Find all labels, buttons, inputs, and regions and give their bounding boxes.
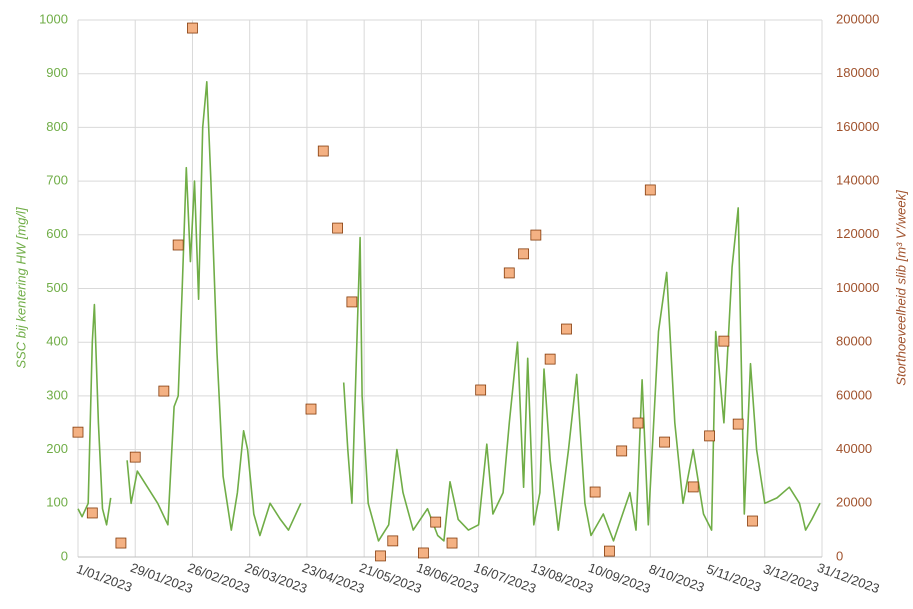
volume-marker bbox=[659, 436, 671, 448]
volume-marker bbox=[530, 229, 542, 241]
y2-tick-label: 40000 bbox=[836, 441, 872, 456]
x-tick-label: 29/01/2023 bbox=[128, 560, 194, 596]
volume-marker bbox=[317, 145, 329, 157]
volume-marker bbox=[718, 335, 730, 347]
volume-marker bbox=[375, 550, 386, 562]
volume-marker bbox=[115, 537, 127, 549]
volume-marker bbox=[616, 445, 628, 457]
y-tick-label: 300 bbox=[46, 387, 68, 402]
y-tick-label: 100 bbox=[46, 495, 68, 510]
y-tick-label: 0 bbox=[61, 548, 68, 563]
volume-marker bbox=[544, 353, 556, 365]
volume-marker bbox=[503, 267, 515, 279]
y-tick-label: 1000 bbox=[39, 11, 68, 26]
y-tick-label: 900 bbox=[46, 65, 68, 80]
x-tick-label: 23/04/2023 bbox=[300, 560, 366, 596]
y-tick-label: 400 bbox=[46, 334, 68, 349]
volume-marker bbox=[732, 418, 744, 430]
y2-axis-title: Storthoeveelheid slib [m³ V'/week] bbox=[893, 190, 908, 386]
y2-tick-label: 60000 bbox=[836, 387, 872, 402]
y2-tick-label: 80000 bbox=[836, 334, 872, 349]
x-tick-label: 1/01/2023 bbox=[75, 561, 134, 595]
volume-marker bbox=[589, 486, 601, 498]
y2-tick-label: 180000 bbox=[836, 65, 879, 80]
y2-tick-label: 160000 bbox=[836, 119, 879, 134]
volume-marker bbox=[158, 385, 170, 397]
volume-marker bbox=[687, 481, 699, 493]
volume-marker bbox=[704, 430, 715, 442]
volume-marker bbox=[305, 403, 317, 415]
volume-marker bbox=[346, 296, 358, 308]
volume-marker bbox=[632, 417, 644, 429]
volume-marker bbox=[475, 384, 487, 396]
volume-marker bbox=[72, 426, 84, 438]
x-tick-label: 18/06/2023 bbox=[415, 560, 481, 596]
x-tick-label: 26/03/2023 bbox=[243, 560, 309, 596]
y2-tick-label: 100000 bbox=[836, 280, 879, 295]
y-tick-label: 200 bbox=[46, 441, 68, 456]
y-tick-label: 800 bbox=[46, 119, 68, 134]
volume-marker bbox=[129, 451, 141, 463]
y2-tick-label: 0 bbox=[836, 548, 843, 563]
y2-tick-label: 120000 bbox=[836, 226, 879, 241]
volume-marker bbox=[518, 248, 529, 260]
volume-marker bbox=[604, 545, 615, 557]
x-tick-label: 3/12/2023 bbox=[761, 561, 820, 595]
y-tick-label: 500 bbox=[46, 280, 68, 295]
x-tick-label: 10/09/2023 bbox=[586, 560, 652, 596]
y-tick-label: 700 bbox=[46, 173, 68, 188]
y2-tick-label: 140000 bbox=[836, 173, 879, 188]
x-tick-label: 8/10/2023 bbox=[647, 561, 706, 595]
y-axis-title: SSC bij kentering HW [mg/l] bbox=[13, 207, 28, 368]
volume-marker bbox=[86, 507, 98, 519]
volume-marker bbox=[747, 515, 758, 527]
x-tick-label: 31/12/2023 bbox=[815, 560, 881, 596]
x-tick-label: 16/07/2023 bbox=[472, 560, 538, 596]
volume-marker bbox=[172, 239, 184, 251]
volume-marker bbox=[644, 184, 656, 196]
x-tick-label: 26/02/2023 bbox=[186, 560, 252, 596]
volume-marker bbox=[561, 323, 572, 335]
volume-marker bbox=[187, 22, 198, 34]
volume-marker bbox=[387, 535, 399, 547]
ssc-line bbox=[77, 81, 821, 542]
volume-marker bbox=[332, 222, 343, 234]
y-tick-label: 600 bbox=[46, 226, 68, 241]
x-tick-label: 13/08/2023 bbox=[529, 560, 595, 596]
x-tick-label: 21/05/2023 bbox=[357, 560, 423, 596]
y2-tick-label: 200000 bbox=[836, 11, 879, 26]
volume-marker bbox=[430, 516, 442, 528]
x-tick-label: 5/11/2023 bbox=[705, 561, 764, 595]
volume-marker bbox=[418, 547, 429, 559]
volume-marker bbox=[446, 537, 458, 549]
y2-tick-label: 20000 bbox=[836, 495, 872, 510]
